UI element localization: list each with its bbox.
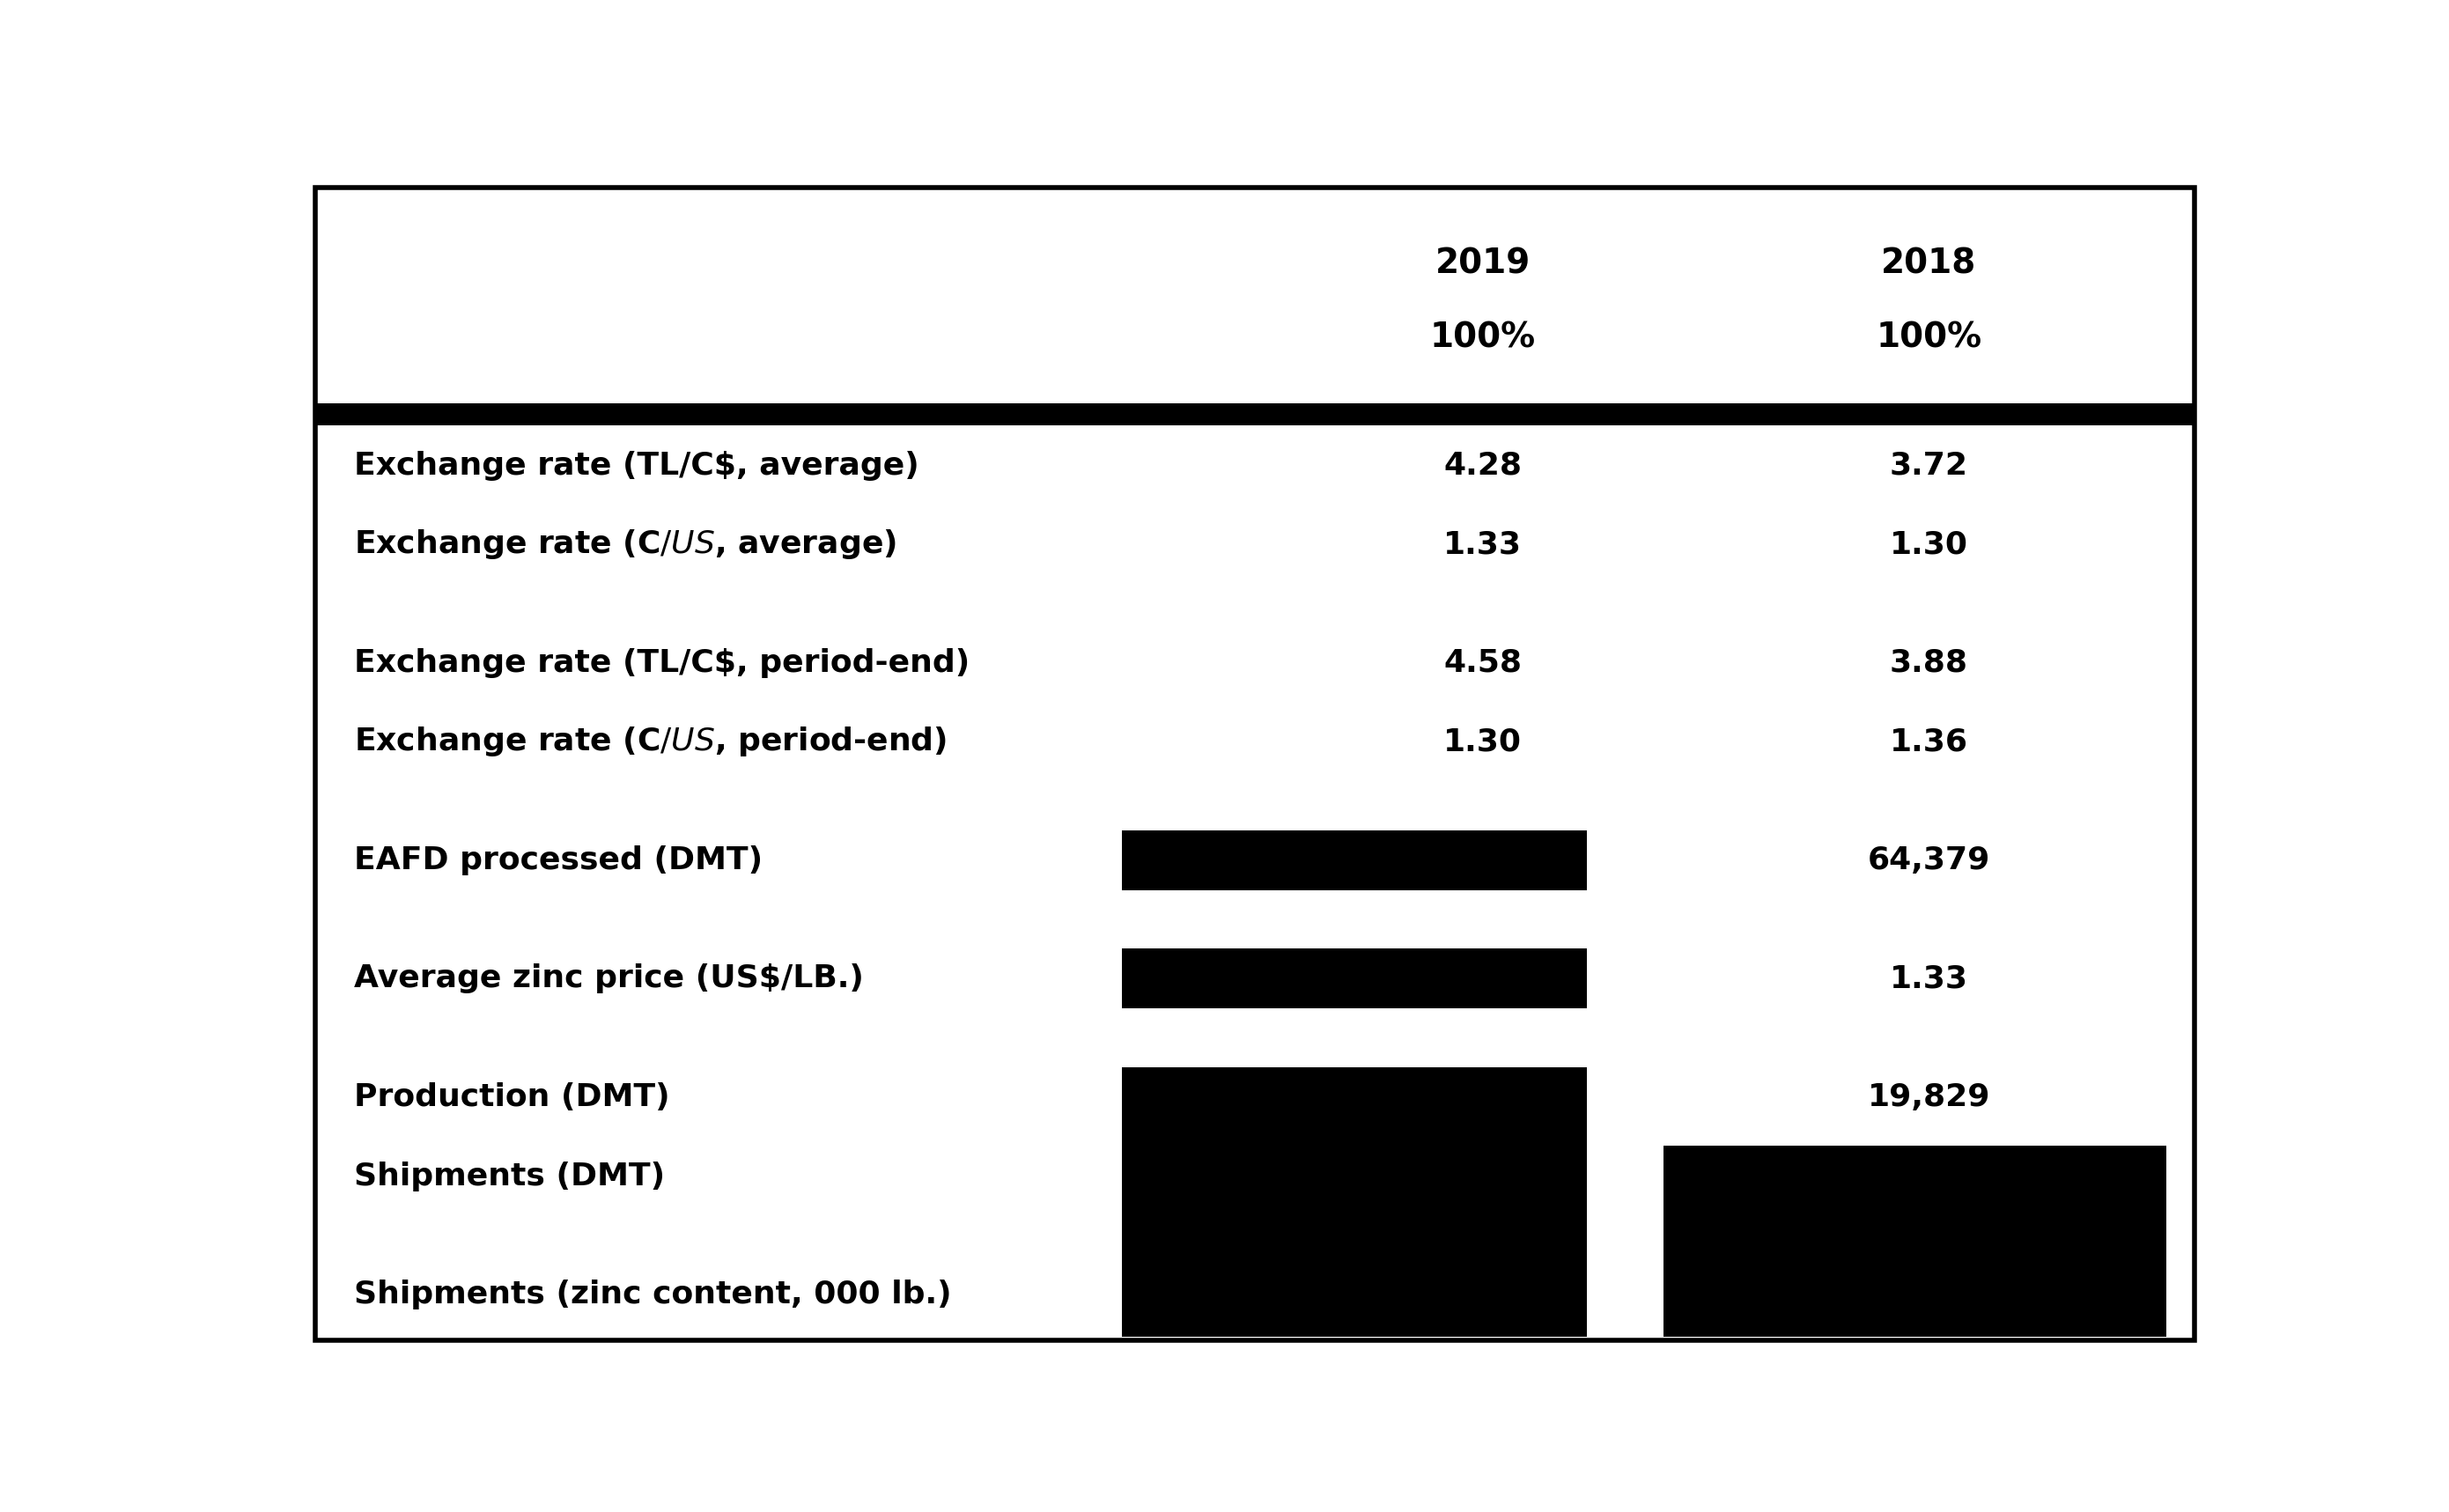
Text: Exchange rate (C$/US$, average): Exchange rate (C$/US$, average) bbox=[353, 528, 896, 561]
Text: 4.28: 4.28 bbox=[1442, 451, 1523, 481]
Text: Shipments (zinc content, 000 lb.): Shipments (zinc content, 000 lb.) bbox=[353, 1279, 950, 1309]
Text: Exchange rate (TL/C$, period-end): Exchange rate (TL/C$, period-end) bbox=[353, 647, 970, 677]
Text: 3.88: 3.88 bbox=[1891, 647, 1969, 677]
Text: Exchange rate (C$/US$, period-end): Exchange rate (C$/US$, period-end) bbox=[353, 726, 945, 759]
Text: 4.58: 4.58 bbox=[1442, 647, 1523, 677]
Bar bbox=[1122, 830, 1587, 891]
Text: Average zinc price (US$/LB.): Average zinc price (US$/LB.) bbox=[353, 963, 864, 993]
Text: 64,379: 64,379 bbox=[1869, 845, 1991, 875]
Text: 3.72: 3.72 bbox=[1891, 451, 1969, 481]
Text: 1.33: 1.33 bbox=[1891, 963, 1969, 993]
Text: 100%: 100% bbox=[1876, 321, 1981, 355]
Text: 2019: 2019 bbox=[1435, 246, 1531, 280]
Text: 1.30: 1.30 bbox=[1442, 727, 1523, 758]
Text: 2018: 2018 bbox=[1881, 246, 1976, 280]
Bar bbox=[1663, 1146, 2165, 1337]
Text: Exchange rate (TL/C$, average): Exchange rate (TL/C$, average) bbox=[353, 451, 918, 481]
Text: 19,829: 19,829 bbox=[1869, 1083, 1991, 1113]
Text: Production (DMT): Production (DMT) bbox=[353, 1083, 669, 1113]
Text: 1.30: 1.30 bbox=[1891, 529, 1969, 559]
Bar bbox=[1122, 1067, 1587, 1337]
Text: 1.33: 1.33 bbox=[1442, 529, 1523, 559]
Text: 1.36: 1.36 bbox=[1891, 727, 1969, 758]
Text: EAFD processed (DMT): EAFD processed (DMT) bbox=[353, 845, 762, 875]
Text: Shipments (DMT): Shipments (DMT) bbox=[353, 1161, 664, 1191]
Text: 100%: 100% bbox=[1430, 321, 1536, 355]
Bar bbox=[1122, 948, 1587, 1009]
